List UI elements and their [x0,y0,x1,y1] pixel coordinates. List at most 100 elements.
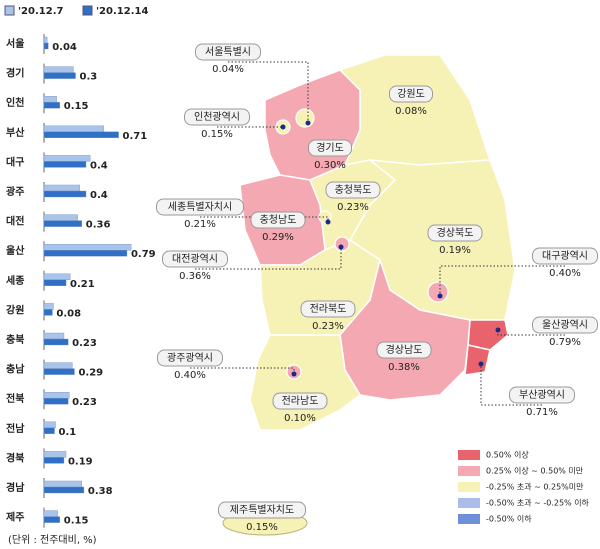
city-dot [495,327,501,333]
value-label: 0.38 [88,486,113,497]
bar [43,451,67,458]
leader-line [480,364,542,406]
y-tick-label: 서울 [6,37,24,50]
legend-swatch [458,466,480,476]
bar [43,95,57,103]
region-name: 인천광역시 [194,111,240,123]
region-name: 강원도 [397,88,425,100]
region-name: 제주특별자치도 [230,504,294,516]
y-tick-label: 인천 [6,96,24,109]
value-label: 0.29 [78,368,103,379]
label-box [325,181,381,199]
legend-swatch [458,482,480,492]
legend-swatch [458,514,480,524]
legend-label: -0.50% 이하 [486,514,532,524]
bar [43,421,56,428]
bar [43,184,80,192]
y-tick-label: 대전 [6,215,24,228]
legend-label: '20.12.14 [96,6,148,17]
bar [43,362,73,369]
y-tick-label: 부산 [6,126,25,139]
map-city [427,281,449,303]
bar [43,486,85,494]
value-label: 0.21 [70,279,95,290]
legend-swatch [458,450,480,460]
bar [43,427,55,434]
bar [43,392,70,399]
legend-swatch [458,498,480,508]
label-box [184,108,250,126]
bar [43,161,87,168]
label-box [162,250,228,268]
legend-label: 0.50% 이상 [486,450,529,460]
bar [43,220,82,227]
legend-swatch [4,5,15,16]
bar [43,332,65,340]
city-dot [325,219,331,225]
bar [43,457,65,464]
y-tick-label: 충남 [6,363,25,376]
label-box [250,211,306,229]
region-name: 서울특별시 [205,46,251,58]
y-tick-label: 전남 [6,422,25,435]
region-name: 세종특별자치시 [168,201,232,213]
bar [43,66,74,73]
value-label: 0.04 [52,42,77,53]
leader-line [200,216,329,222]
bar [43,72,76,79]
city-dot [478,361,484,367]
region-value: 0.10% [284,413,316,424]
value-label: 0.1 [59,427,77,438]
y-tick-label: 경기 [6,67,24,80]
y-tick-label: 세종 [6,274,24,287]
bar [43,36,48,44]
city-dot [280,124,286,130]
y-tick-label: 강원 [6,303,24,316]
region-value: 0.15% [201,129,233,140]
label-box [300,300,356,318]
value-label: 0.71 [123,131,148,142]
region-value: 0.30% [314,160,346,171]
value-label: 0.4 [90,190,108,201]
bar [43,243,132,251]
y-tick-label: 대구 [6,155,24,168]
y-tick-label: 울산 [6,244,25,257]
value-label: 0.36 [86,220,111,231]
region-value: 0.36% [179,271,211,282]
region-value: 0.23% [312,321,344,332]
region-name: 전라남도 [282,395,319,407]
bar [43,303,54,310]
y-tick-label: 제주 [6,511,24,524]
value-label: 0.19 [68,456,93,467]
bar [43,155,91,162]
region-name: 전라북도 [310,303,347,315]
y-tick-label: 경북 [6,451,24,464]
region-name: 경기도 [316,141,344,154]
leader-line [439,265,565,296]
region-value: 0.71% [526,407,558,418]
legend-label: '20.12.7 [18,6,63,17]
region-value: 0.29% [262,232,294,243]
label-box [195,43,261,61]
unit-note: (단위 : 전주대비, %) [8,533,97,546]
value-label: 0.23 [72,397,97,408]
label-box [532,247,598,265]
region-value: 0.38% [388,362,420,373]
y-tick-label: 광주 [6,186,24,198]
bar [43,309,53,316]
bar [43,125,105,133]
bar [43,214,78,221]
region-name: 충청북도 [335,184,372,196]
bar [43,190,87,198]
legend-label: 0.25% 이상 ~ 0.50% 미만 [486,466,584,476]
legend-swatch [82,5,93,16]
region-value: 0.15% [246,522,278,533]
label-box [376,341,432,359]
bar [43,101,60,109]
region-value: 0.79% [549,337,581,348]
map-city [295,108,315,128]
region-name: 대전광역시 [172,253,218,265]
region-value: 0.40% [174,370,206,381]
bar [43,279,67,286]
label-box [389,85,433,103]
